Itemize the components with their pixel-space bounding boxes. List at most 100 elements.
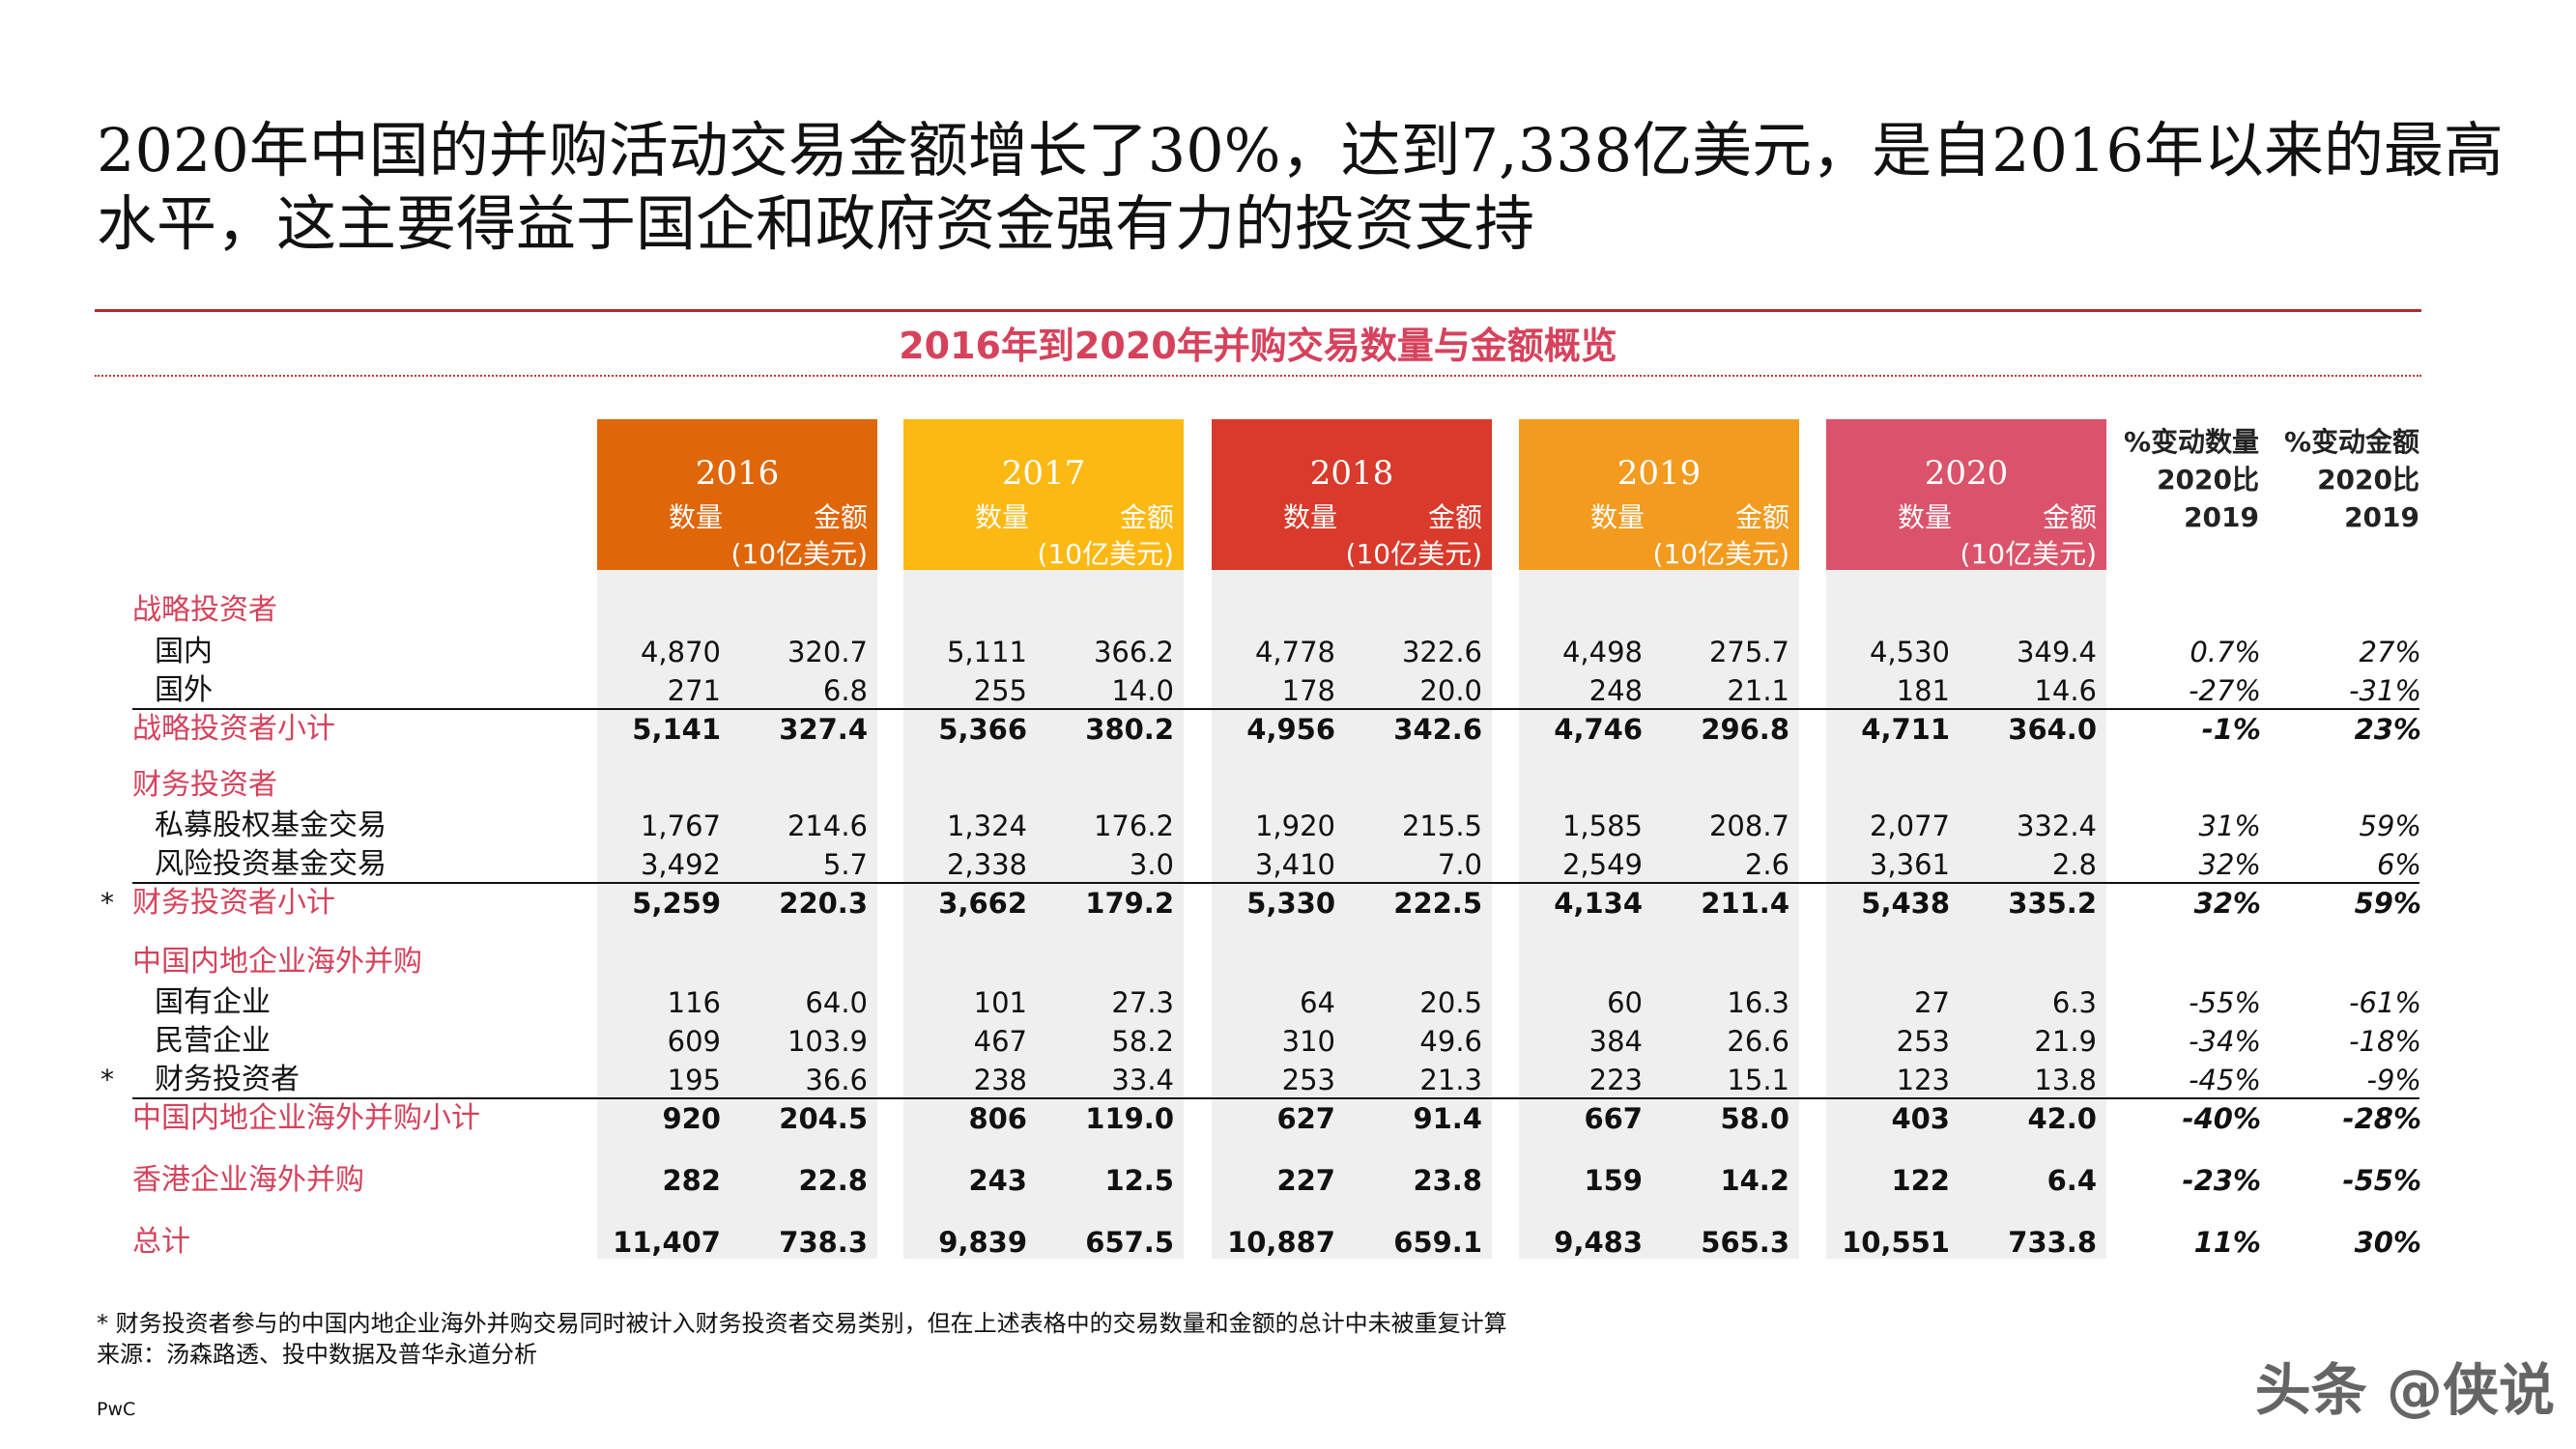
count-cell: 238 xyxy=(973,1064,1027,1096)
amount-cell: 6.3 xyxy=(2051,986,2097,1019)
amount-cell: 6.8 xyxy=(822,674,868,707)
amount-header: 金额 xyxy=(1734,501,1789,533)
pct-amount-cell: -9% xyxy=(2366,1064,2421,1096)
count-cell: 4,956 xyxy=(1246,713,1335,746)
pct-amount-cell: -61% xyxy=(2349,986,2421,1019)
count-cell: 667 xyxy=(1584,1102,1643,1135)
pct-change-count-header: %变动数量 2020比 2019 xyxy=(2095,423,2259,536)
count-cell: 60 xyxy=(1607,986,1643,1019)
count-cell: 10,887 xyxy=(1227,1226,1335,1259)
year-column-bg-2017 xyxy=(903,570,1184,1259)
amount-cell: 64.0 xyxy=(805,986,868,1019)
count-cell: 1,920 xyxy=(1254,810,1335,842)
pct-amount-cell: 23% xyxy=(2354,713,2421,746)
amount-cell: 364.0 xyxy=(2008,713,2097,746)
count-cell: 255 xyxy=(973,674,1027,707)
amount-header: 金额 xyxy=(2042,501,2097,533)
row-label: 财务投资者小计 xyxy=(132,886,335,920)
amount-header: 金额 xyxy=(813,501,868,533)
count-cell: 3,410 xyxy=(1254,848,1335,881)
amount-cell: 16.3 xyxy=(1727,986,1789,1019)
amount-cell: 14.2 xyxy=(1720,1164,1789,1197)
amount-cell: 21.1 xyxy=(1727,674,1789,707)
asterisk-marker: * xyxy=(100,887,114,919)
amount-cell: 322.6 xyxy=(1401,636,1482,668)
count-cell: 1,585 xyxy=(1561,810,1643,842)
table-title: 2016年到2020年并购交易数量与金额概览 xyxy=(899,325,1617,367)
amount-cell: 103.9 xyxy=(787,1025,868,1058)
count-cell: 181 xyxy=(1896,674,1950,707)
amount-unit: (10亿美元) xyxy=(1652,538,1789,570)
year-label: 2016 xyxy=(695,454,780,493)
count-cell: 243 xyxy=(968,1164,1027,1197)
amount-cell: 36.6 xyxy=(805,1064,868,1096)
amount-cell: 13.8 xyxy=(2034,1064,2097,1096)
row-label: 国内 xyxy=(155,635,213,668)
amount-cell: 349.4 xyxy=(2016,636,2097,668)
year-column-bg-2016 xyxy=(597,570,877,1259)
count-cell: 123 xyxy=(1896,1064,1950,1096)
amount-cell: 215.5 xyxy=(1401,810,1482,842)
count-cell: 609 xyxy=(667,1025,721,1058)
year-label: 2019 xyxy=(1617,454,1702,493)
pct-change-amount-header: %变动金额 2020比 2019 xyxy=(2255,423,2419,536)
pct-amount-cell: -55% xyxy=(2342,1164,2421,1197)
count-cell: 467 xyxy=(973,1025,1027,1058)
amount-cell: 3.0 xyxy=(1129,848,1174,881)
pct-header-line: 2020比 xyxy=(2157,464,2259,496)
table-row: 战略投资者小计 5,141 327.4 5,366 380.2 4,956 342.6 4,7… xyxy=(0,710,2576,749)
year-label: 2020 xyxy=(1924,454,2009,493)
pct-count-cell: -45% xyxy=(2189,1064,2261,1096)
amount-cell: 220.3 xyxy=(779,887,868,920)
amount-cell: 176.2 xyxy=(1093,810,1174,842)
year-column-bg-2020 xyxy=(1826,570,2106,1259)
amount-unit: (10亿美元) xyxy=(730,538,868,570)
row-label: 战略投资者小计 xyxy=(132,712,335,746)
dotted-divider xyxy=(95,375,2421,377)
subtotal-rule xyxy=(132,1097,2419,1099)
amount-header: 金额 xyxy=(1427,501,1482,533)
year-label: 2017 xyxy=(1001,454,1086,493)
count-cell: 4,498 xyxy=(1561,636,1643,668)
pct-count-cell: -34% xyxy=(2189,1025,2261,1058)
count-cell: 4,530 xyxy=(1869,636,1950,668)
count-cell: 4,778 xyxy=(1254,636,1335,668)
count-header: 数量 xyxy=(1283,501,1338,533)
asterisk-marker: * xyxy=(100,1064,114,1095)
table-row: 中国内地企业海外并购小计 920 204.5 806 119.0 627 91.4 667 58… xyxy=(0,1099,2576,1138)
amount-cell: 26.6 xyxy=(1727,1025,1789,1058)
amount-cell: 214.6 xyxy=(787,810,868,842)
amount-cell: 5.7 xyxy=(822,848,868,881)
amount-cell: 335.2 xyxy=(2008,887,2097,920)
pct-amount-cell: -31% xyxy=(2349,674,2421,707)
count-cell: 101 xyxy=(973,986,1027,1019)
amount-cell: 320.7 xyxy=(787,636,868,668)
count-cell: 1,767 xyxy=(640,810,721,842)
year-column-bg-2018 xyxy=(1212,570,1492,1259)
amount-cell: 366.2 xyxy=(1093,636,1174,668)
count-cell: 3,492 xyxy=(640,848,721,881)
row-label: 国有企业 xyxy=(155,985,271,1019)
table-row: 国有企业 116 64.0 101 27.3 64 20.5 60 16.3 27 6.3 -55% -… xyxy=(0,983,2576,1022)
amount-cell: 12.5 xyxy=(1104,1164,1174,1197)
amount-cell: 211.4 xyxy=(1701,887,1789,920)
pct-header-line: %变动数量 xyxy=(2123,426,2259,458)
pct-count-cell: -55% xyxy=(2189,986,2261,1019)
amount-cell: 733.8 xyxy=(2008,1226,2097,1259)
amount-cell: 119.0 xyxy=(1085,1102,1174,1135)
row-label: 总计 xyxy=(132,1225,190,1259)
row-label: 私募股权基金交易 xyxy=(155,809,386,842)
table-row: * 财务投资者小计 5,259 220.3 3,662 179.2 5,330 222.5 4,… xyxy=(0,884,2576,923)
amount-cell: 738.3 xyxy=(779,1226,868,1259)
pct-count-cell: 0.7% xyxy=(2190,636,2261,668)
table-row: 国外 271 6.8 255 14.0 178 20.0 248 21.1 181 14.6 -27%… xyxy=(0,671,2576,710)
pct-amount-cell: 59% xyxy=(2354,887,2421,920)
pct-count-cell: -40% xyxy=(2182,1102,2261,1135)
subtotal-rule xyxy=(132,882,2419,884)
amount-cell: 14.6 xyxy=(2034,674,2097,707)
amount-cell: 7.0 xyxy=(1437,848,1482,881)
amount-cell: 21.9 xyxy=(2034,1025,2097,1058)
pct-count-cell: 32% xyxy=(2193,887,2261,920)
pct-count-cell: 11% xyxy=(2193,1226,2261,1259)
amount-cell: 2.8 xyxy=(2051,848,2097,881)
